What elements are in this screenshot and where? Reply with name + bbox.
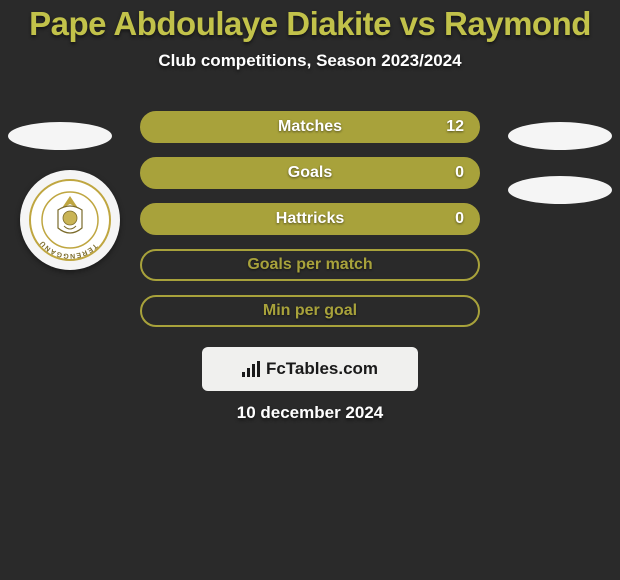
- stat-row: Min per goal: [0, 295, 620, 327]
- brand-footer[interactable]: FcTables.com: [202, 347, 418, 391]
- player-placeholder-ellipse: [508, 122, 612, 150]
- page-subtitle: Club competitions, Season 2023/2024: [0, 51, 620, 71]
- player-placeholder-ellipse: [8, 122, 112, 150]
- stat-bar: Goals per match: [140, 249, 480, 281]
- stat-label: Matches: [278, 118, 342, 136]
- stat-label: Goals: [288, 164, 332, 182]
- stat-label: Hattricks: [276, 210, 344, 228]
- stat-bar: Hattricks 0: [140, 203, 480, 235]
- club-badge: TERENGGANU: [20, 170, 120, 270]
- stat-bar: Matches 12: [140, 111, 480, 143]
- stat-label: Min per goal: [263, 302, 357, 320]
- stat-value: 0: [455, 164, 464, 182]
- stat-bar: Goals 0: [140, 157, 480, 189]
- chart-bars-icon: [242, 361, 260, 377]
- player-placeholder-ellipse: [508, 176, 612, 204]
- brand-text: FcTables.com: [266, 359, 378, 379]
- footer-date: 10 december 2024: [0, 403, 620, 423]
- page-title: Pape Abdoulaye Diakite vs Raymond: [0, 5, 620, 43]
- comparison-card: Pape Abdoulaye Diakite vs Raymond Club c…: [0, 0, 620, 423]
- stat-bar: Min per goal: [140, 295, 480, 327]
- stat-value: 0: [455, 210, 464, 228]
- stat-label: Goals per match: [247, 256, 372, 274]
- stat-value: 12: [446, 118, 464, 136]
- club-crest-icon: TERENGGANU: [28, 178, 112, 262]
